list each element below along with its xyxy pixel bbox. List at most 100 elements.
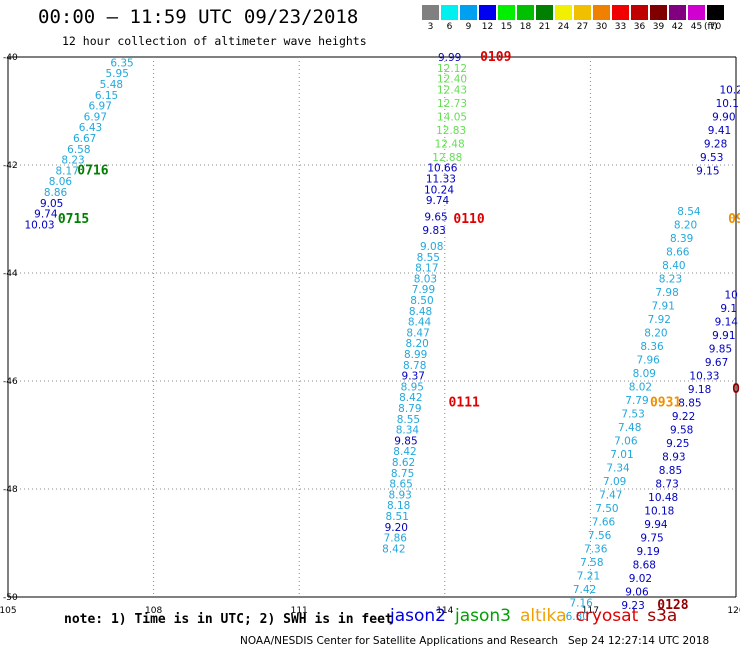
wave-height-label: 10.18 [644,506,674,518]
wave-height-label: 8.23 [659,273,682,285]
legend-label: 24 [557,22,570,32]
wave-height-label: 9.94 [644,519,668,531]
wave-height-label: 8.55 [397,414,420,426]
wave-height-label: 9.74 [426,195,450,207]
wave-height-label: 8.55 [417,252,440,264]
wave-height-label: 12.83 [436,125,466,137]
pass-time-label: 09 [728,212,740,227]
legend-swatch [707,5,724,20]
wave-height-label: 12.88 [432,152,462,164]
wave-height-label: 6.97 [84,111,107,123]
wave-height-label: 9.1 [720,303,737,315]
wave-height-label: 9.90 [712,111,735,123]
wave-height-label: 8.06 [49,176,73,188]
wave-height-label: 8.75 [391,468,414,480]
wave-height-label: 10.66 [427,163,457,175]
wave-height-label: 8.17 [56,165,79,177]
wave-height-label: 8.20 [405,338,428,350]
wave-height-label: 7.53 [621,408,644,420]
legend-swatch [498,5,515,20]
wave-height-label: 6.97 [89,101,112,113]
wave-height-label: 6.67 [73,133,96,145]
legend-swatch [441,5,458,20]
wave-height-label: 7.50 [595,503,618,515]
satellite-names: jason2 jason3 altika cryosat s3a [390,606,686,626]
wave-height-label: 7.66 [592,516,616,528]
wave-height-label: 5.48 [100,79,123,91]
wave-height-label: 7.42 [573,584,596,596]
legend-label: 9 [465,22,472,32]
wave-height-label: 6.15 [95,90,118,102]
wave-height-label: 8.50 [410,295,433,307]
legend-swatch [536,5,553,20]
pass-time-label: 0716 [77,163,108,178]
wave-height-label: 10 [724,290,737,302]
wave-height-label: 7.86 [384,533,408,545]
wave-height-label: 9.22 [672,411,695,423]
pass-time-label: 0715 [58,212,89,227]
wave-height-label: 6.58 [67,144,90,156]
wave-height-label: 10.03 [25,219,55,231]
legend-label: 6 [446,22,453,32]
wave-height-label: 8.62 [392,457,415,469]
legend-label: 36 [633,22,646,32]
wave-height-label: 9.19 [636,546,659,558]
wave-height-label: 10.48 [648,492,678,504]
wave-height-label: 8.93 [388,489,411,501]
wave-height-label: 8.78 [403,360,426,372]
wave-height-label: 8.48 [409,306,432,318]
wave-height-label: 12.40 [437,74,467,86]
x-tick-label: 120 [727,606,740,616]
wave-height-label: 7.98 [655,287,678,299]
legend-label: 3 [427,22,434,32]
wave-height-label: 8.99 [404,349,427,361]
wave-height-label: 6.35 [110,57,133,69]
wave-height-label: 8.95 [401,381,424,393]
wave-height-label: 7.36 [584,543,608,555]
footer-credit: NOAA/NESDIS Center for Satellite Applica… [240,635,710,647]
legend-swatch [688,5,705,20]
legend-label: 15 [500,22,513,32]
x-tick-label: 117 [582,606,599,616]
wave-height-label: 8.68 [633,560,656,572]
page-title: 00:00 – 11:59 UTC 09/23/2018 [38,6,359,28]
wave-height-label: 9.85 [394,435,417,447]
wave-height-label: 6.43 [79,122,102,134]
wave-height-label: 7.06 [614,435,638,447]
wave-height-label: 7.91 [652,300,675,312]
wave-height-label: 9.23 [621,600,644,612]
wave-height-label: 9.99 [438,52,461,64]
wave-height-label: 10.24 [424,184,454,196]
wave-height-label: 8.85 [659,465,682,477]
pass-time-label: 0 [732,382,740,397]
wave-height-label: 9.74 [34,209,58,221]
pass-time-label: 0931 [650,396,681,411]
wave-height-label: 9.37 [402,371,425,383]
wave-height-label: 8.39 [670,233,693,245]
wave-height-label: 9.83 [422,225,445,237]
wave-height-label: 11.33 [426,174,456,186]
wave-height-label: 8.73 [655,479,678,491]
wave-height-label: 7.96 [636,354,660,366]
wave-height-label: 8.86 [44,187,68,199]
wave-height-label: 7.09 [603,476,626,488]
wave-height-label: 8.17 [415,263,438,275]
wave-height-label: 9.53 [700,152,723,164]
wave-height-label: 7.92 [648,314,671,326]
satellite-name: s3a [647,606,678,626]
legend-swatch [612,5,629,20]
legend-swatch [631,5,648,20]
wave-height-label: 8.51 [386,511,409,523]
wave-height-label: 7.16 [569,597,593,609]
wave-height-label: 12.12 [437,63,467,75]
wave-height-label: 8.65 [389,479,412,491]
wave-height-label: 9.08 [420,241,443,253]
wave-height-label: 8.20 [674,219,697,231]
wave-height-label: 9.14 [715,317,739,329]
page-subtitle: 12 hour collection of altimeter wave hei… [62,34,367,48]
pass-time-label: 0111 [449,396,480,411]
wave-height-label: 8.18 [387,500,410,512]
wave-height-label: 8.42 [399,392,422,404]
wave-height-label: 9.58 [670,425,693,437]
y-tick-label: -48 [3,485,18,495]
